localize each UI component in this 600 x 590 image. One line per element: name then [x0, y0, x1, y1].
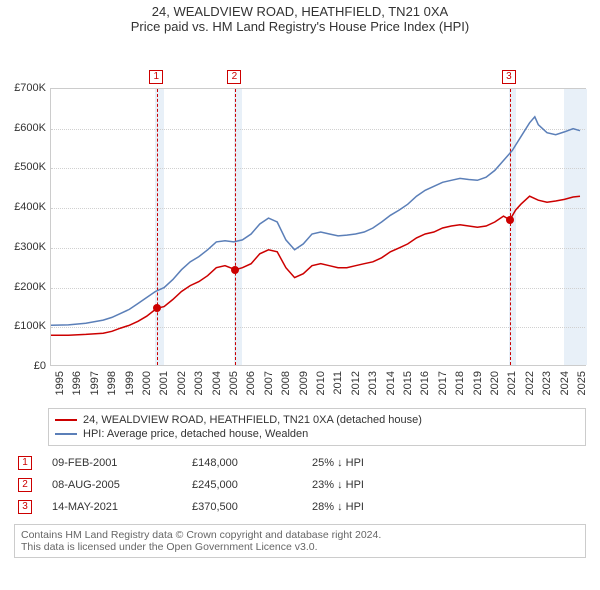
x-axis-label: 2006 — [245, 371, 257, 403]
attribution-line: This data is licensed under the Open Gov… — [21, 541, 579, 553]
attribution-line: Contains HM Land Registry data © Crown c… — [21, 529, 579, 541]
sale-price: £245,000 — [192, 479, 312, 491]
sale-date: 09-FEB-2001 — [52, 457, 192, 469]
legend-swatch — [55, 419, 77, 421]
x-axis-label: 2001 — [158, 371, 170, 403]
table-row: 2 08-AUG-2005 £245,000 23% ↓ HPI — [14, 474, 586, 496]
y-axis-label: £600K — [2, 122, 46, 134]
x-axis-label: 2022 — [524, 371, 536, 403]
x-axis-label: 2005 — [228, 371, 240, 403]
title-block: 24, WEALDVIEW ROAD, HEATHFIELD, TN21 0XA… — [0, 0, 600, 36]
x-axis-label: 2019 — [472, 371, 484, 403]
x-axis-label: 2003 — [193, 371, 205, 403]
x-axis-label: 2007 — [263, 371, 275, 403]
x-axis-label: 2020 — [489, 371, 501, 403]
legend-item: 24, WEALDVIEW ROAD, HEATHFIELD, TN21 0XA… — [55, 413, 579, 427]
sale-price: £148,000 — [192, 457, 312, 469]
x-axis-label: 2024 — [559, 371, 571, 403]
chart-subtitle: Price paid vs. HM Land Registry's House … — [0, 19, 600, 34]
sale-diff: 25% ↓ HPI — [312, 457, 432, 469]
chart-container: 24, WEALDVIEW ROAD, HEATHFIELD, TN21 0XA… — [0, 0, 600, 558]
x-axis-label: 2002 — [176, 371, 188, 403]
x-axis-label: 2015 — [402, 371, 414, 403]
sale-dot — [506, 216, 514, 224]
x-axis-label: 2021 — [506, 371, 518, 403]
y-axis-label: £200K — [2, 281, 46, 293]
legend-item: HPI: Average price, detached house, Weal… — [55, 427, 579, 441]
sales-table: 1 09-FEB-2001 £148,000 25% ↓ HPI 2 08-AU… — [14, 452, 586, 518]
sale-marker: 3 — [18, 500, 32, 514]
x-axis-label: 2004 — [211, 371, 223, 403]
x-axis-label: 2017 — [437, 371, 449, 403]
x-axis-label: 2000 — [141, 371, 153, 403]
x-axis-label: 2013 — [367, 371, 379, 403]
x-axis-label: 1997 — [89, 371, 101, 403]
x-axis-label: 2012 — [350, 371, 362, 403]
x-axis-label: 1998 — [106, 371, 118, 403]
chart-title: 24, WEALDVIEW ROAD, HEATHFIELD, TN21 0XA — [0, 4, 600, 19]
legend-swatch — [55, 433, 77, 435]
x-axis-label: 2010 — [315, 371, 327, 403]
sale-marker-box: 1 — [149, 70, 163, 84]
y-axis-label: £700K — [2, 82, 46, 94]
sale-marker-box: 2 — [227, 70, 241, 84]
sale-dot — [153, 304, 161, 312]
series-layer — [51, 89, 587, 367]
sale-diff: 23% ↓ HPI — [312, 479, 432, 491]
series-line — [51, 117, 580, 325]
x-axis-label: 2018 — [454, 371, 466, 403]
series-line — [51, 196, 580, 335]
chart-area: £0 £100K £200K £300K £400K £500K £600K £700K 199… — [0, 36, 600, 402]
sale-diff: 28% ↓ HPI — [312, 501, 432, 513]
attribution: Contains HM Land Registry data © Crown c… — [14, 524, 586, 558]
legend-label: 24, WEALDVIEW ROAD, HEATHFIELD, TN21 0XA… — [83, 414, 422, 426]
x-axis-label: 2011 — [332, 371, 344, 403]
sale-date: 08-AUG-2005 — [52, 479, 192, 491]
legend-label: HPI: Average price, detached house, Weal… — [83, 428, 308, 440]
x-axis-label: 1996 — [71, 371, 83, 403]
sale-marker: 1 — [18, 456, 32, 470]
sale-marker: 2 — [18, 478, 32, 492]
sale-price: £370,500 — [192, 501, 312, 513]
x-axis-label: 2014 — [385, 371, 397, 403]
sale-date: 14-MAY-2021 — [52, 501, 192, 513]
sale-dot — [231, 266, 239, 274]
sale-marker-box: 3 — [502, 70, 516, 84]
y-axis-label: £100K — [2, 320, 46, 332]
y-axis-label: £400K — [2, 201, 46, 213]
x-axis-label: 2008 — [280, 371, 292, 403]
plot-area — [50, 88, 586, 366]
y-axis-label: £300K — [2, 241, 46, 253]
table-row: 1 09-FEB-2001 £148,000 25% ↓ HPI — [14, 452, 586, 474]
x-axis-label: 2023 — [541, 371, 553, 403]
table-row: 3 14-MAY-2021 £370,500 28% ↓ HPI — [14, 496, 586, 518]
y-axis-label: £500K — [2, 161, 46, 173]
x-axis-label: 2016 — [419, 371, 431, 403]
x-axis-label: 2025 — [576, 371, 588, 403]
legend: 24, WEALDVIEW ROAD, HEATHFIELD, TN21 0XA… — [48, 408, 586, 446]
x-axis-label: 2009 — [298, 371, 310, 403]
y-axis-label: £0 — [2, 360, 46, 372]
x-axis-label: 1999 — [124, 371, 136, 403]
x-axis-label: 1995 — [54, 371, 66, 403]
